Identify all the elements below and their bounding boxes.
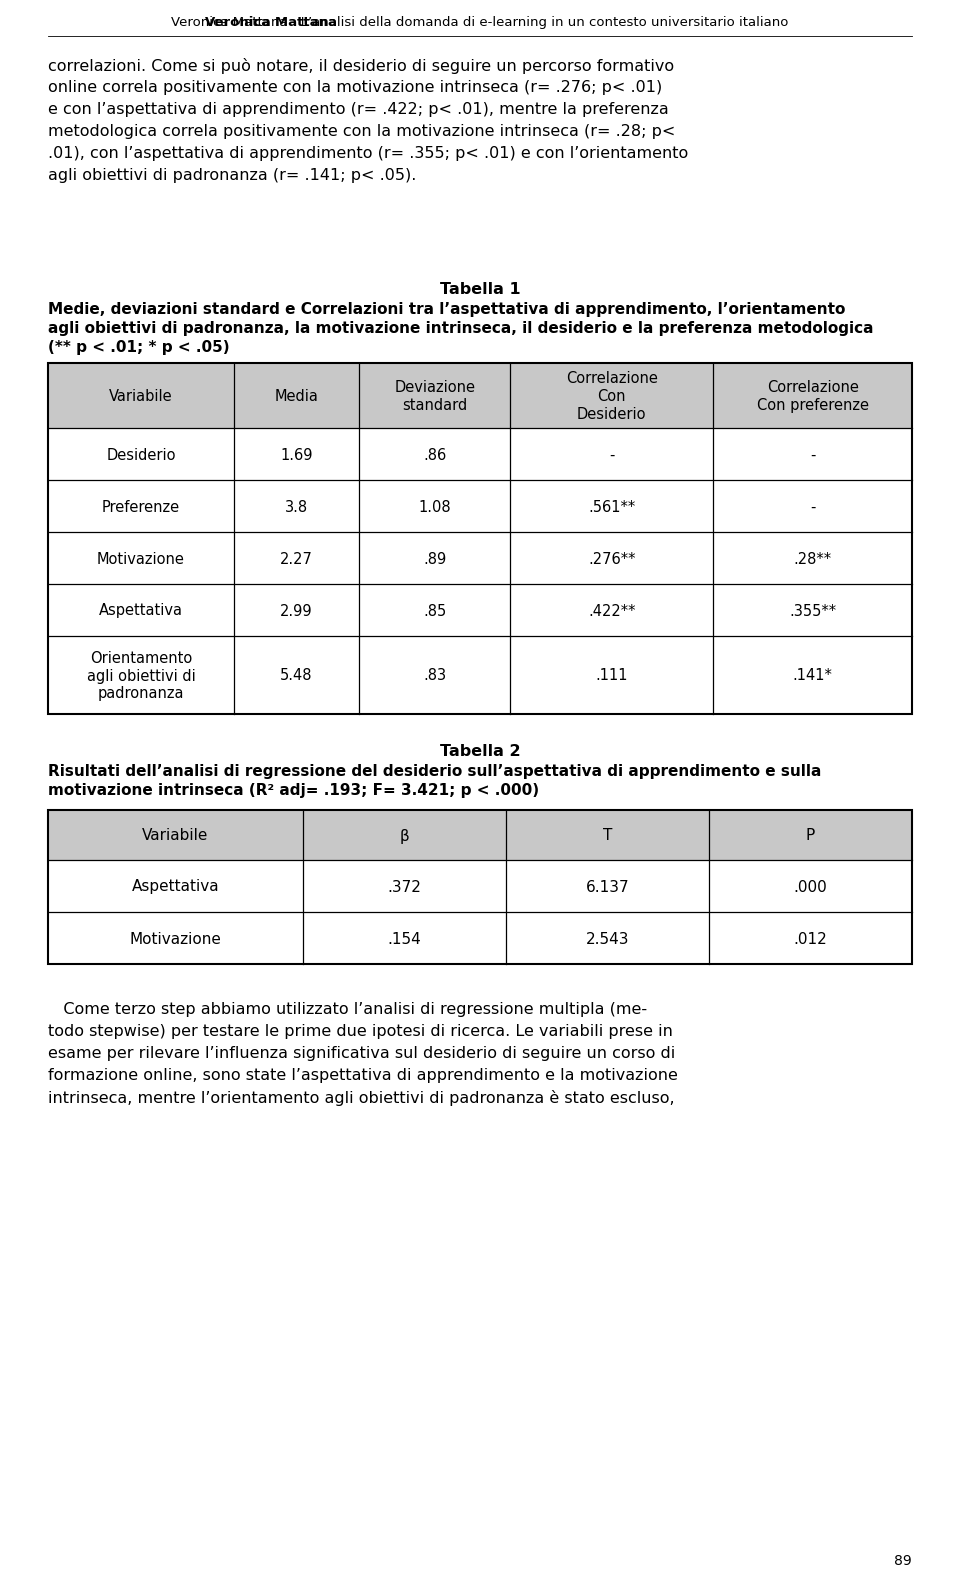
Text: .89: .89 (423, 552, 446, 567)
Text: Aspettativa: Aspettativa (132, 879, 219, 895)
Bar (48, 809, 912, 963)
Text: P: P (805, 828, 815, 844)
Text: agli obiettivi di padronanza (r= .141; p< .05).: agli obiettivi di padronanza (r= .141; p… (48, 168, 417, 183)
Text: T: T (603, 828, 612, 844)
Bar (48, 363, 912, 714)
Text: intrinseca, mentre l’orientamento agli obiettivi di padronanza è stato escluso,: intrinseca, mentre l’orientamento agli o… (48, 1090, 675, 1106)
Text: .012: .012 (794, 932, 828, 946)
Text: .83: .83 (423, 668, 446, 684)
Text: .141*: .141* (793, 668, 832, 684)
Text: β: β (399, 828, 409, 844)
Text: Variabile: Variabile (109, 389, 173, 405)
Text: 1.69: 1.69 (280, 448, 313, 462)
Text: 5.48: 5.48 (280, 668, 313, 684)
Text: Come terzo step abbiamo utilizzato l’analisi di regressione multipla (me-: Come terzo step abbiamo utilizzato l’ana… (48, 1001, 647, 1017)
Text: Preferenze: Preferenze (102, 500, 180, 514)
Text: -: - (810, 448, 815, 462)
Text: 6.137: 6.137 (586, 879, 629, 895)
Text: correlazioni. Come si può notare, il desiderio di seguire un percorso formativo: correlazioni. Come si può notare, il des… (48, 59, 674, 75)
Text: 3.8: 3.8 (285, 500, 308, 514)
Text: 2.543: 2.543 (586, 932, 629, 946)
Bar (48, 363, 912, 714)
Text: motivazione intrinseca (R² adj= .193; F= 3.421; p < .000): motivazione intrinseca (R² adj= .193; F=… (48, 782, 540, 798)
Text: Motivazione: Motivazione (97, 552, 185, 567)
Text: .561**: .561** (588, 500, 636, 514)
Text: (** p < .01; * p < .05): (** p < .01; * p < .05) (48, 340, 229, 355)
Text: online correla positivamente con la motivazione intrinseca (r= .276; p< .01): online correla positivamente con la moti… (48, 79, 662, 95)
Text: Media: Media (275, 389, 319, 405)
Text: metodologica correla positivamente con la motivazione intrinseca (r= .28; p<: metodologica correla positivamente con l… (48, 124, 676, 140)
Text: Motivazione: Motivazione (130, 932, 222, 946)
Text: todo stepwise) per testare le prime due ipotesi di ricerca. Le variabili prese i: todo stepwise) per testare le prime due … (48, 1024, 673, 1039)
Text: Orientamento
agli obiettivi di
padronanza: Orientamento agli obiettivi di padronanz… (86, 651, 195, 701)
Text: agli obiettivi di padronanza, la motivazione intrinseca, il desiderio e la prefe: agli obiettivi di padronanza, la motivaz… (48, 321, 874, 336)
Text: formazione online, sono state l’aspettativa di apprendimento e la motivazione: formazione online, sono state l’aspettat… (48, 1068, 678, 1082)
Text: 2.99: 2.99 (280, 603, 313, 619)
Text: Deviazione
standard: Deviazione standard (395, 379, 475, 413)
Text: Correlazione
Con
Desiderio: Correlazione Con Desiderio (565, 371, 658, 422)
Text: .01), con l’aspettativa di apprendimento (r= .355; p< .01) e con l’orientamento: .01), con l’aspettativa di apprendimento… (48, 146, 688, 160)
Text: .355**: .355** (789, 603, 836, 619)
Text: Variabile: Variabile (142, 828, 208, 844)
Bar (48, 809, 912, 963)
Text: .276**: .276** (588, 552, 636, 567)
Text: .111: .111 (595, 668, 628, 684)
Text: e con l’aspettativa di apprendimento (r= .422; p< .01), mentre la preferenza: e con l’aspettativa di apprendimento (r=… (48, 102, 669, 117)
Text: Risultati dell’analisi di regressione del desiderio sull’aspettativa di apprendi: Risultati dell’analisi di regressione de… (48, 763, 822, 779)
Text: .28**: .28** (794, 552, 831, 567)
Text: Correlazione
Con preferenze: Correlazione Con preferenze (756, 379, 869, 413)
Text: .85: .85 (423, 603, 446, 619)
Text: Veronica Mattana - L’analisi della domanda di e-learning in un contesto universi: Veronica Mattana - L’analisi della doman… (171, 16, 789, 29)
Text: -: - (810, 500, 815, 514)
Text: .86: .86 (423, 448, 446, 462)
Text: Desiderio: Desiderio (107, 448, 176, 462)
Text: Medie, deviazioni standard e Correlazioni tra l’aspettativa di apprendimento, l’: Medie, deviazioni standard e Correlazion… (48, 302, 846, 317)
Bar (48, 363, 912, 428)
Text: .000: .000 (794, 879, 828, 895)
Text: .154: .154 (388, 932, 421, 946)
Text: 89: 89 (895, 1554, 912, 1568)
Text: .372: .372 (388, 879, 421, 895)
Text: Aspettativa: Aspettativa (99, 603, 182, 619)
Text: -: - (609, 448, 614, 462)
Text: esame per rilevare l’influenza significativa sul desiderio di seguire un corso d: esame per rilevare l’influenza significa… (48, 1046, 675, 1062)
Bar (48, 809, 912, 860)
Text: 2.27: 2.27 (280, 552, 313, 567)
Text: Veronica Mattana: Veronica Mattana (205, 16, 337, 29)
Text: 1.08: 1.08 (419, 500, 451, 514)
Text: Tabella 1: Tabella 1 (440, 282, 520, 297)
Text: .422**: .422** (588, 603, 636, 619)
Text: Tabella 2: Tabella 2 (440, 744, 520, 759)
